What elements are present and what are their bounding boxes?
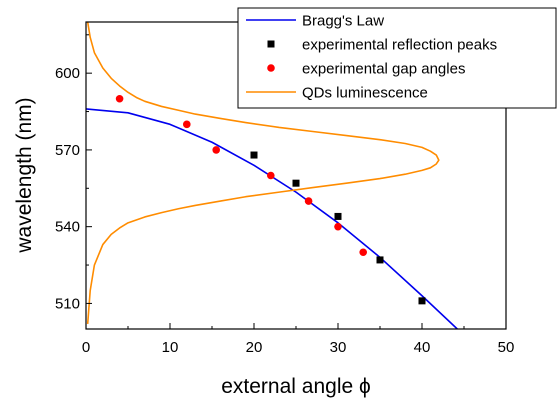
point-gap-angle	[183, 120, 191, 129]
point-gap-angle	[267, 171, 275, 180]
series-line-0	[86, 108, 458, 329]
axes-layer: 0 10 20 30 40 50 510 540 570 600	[55, 34, 515, 356]
point-gap-angle	[359, 248, 368, 257]
point-reflection-peak	[418, 297, 426, 305]
legend-label: experimental reflection peaks	[302, 37, 497, 54]
legend: Bragg's Law experimental reflection peaks…	[237, 7, 557, 109]
point-reflection-peak	[334, 212, 342, 220]
y-tick-label: 570	[55, 142, 80, 159]
point-reflection-peak	[376, 256, 384, 264]
point-gap-angle	[304, 197, 313, 205]
point-reflection-peak	[292, 179, 300, 187]
x-tick-label: 10	[162, 339, 179, 356]
x-tick-label: 40	[414, 339, 431, 356]
x-tick-label: 20	[246, 339, 263, 356]
legend-circle-swatch	[267, 64, 275, 72]
point-gap-angle	[212, 146, 220, 154]
point-gap-angle	[334, 222, 342, 231]
legend-label: experimental gap angles	[302, 61, 465, 78]
legend-square-swatch	[267, 40, 275, 48]
x-tick-label: 0	[82, 339, 90, 356]
series-line-3	[86, 22, 440, 324]
y-tick-label: 540	[55, 219, 80, 236]
point-reflection-peak	[250, 151, 258, 159]
point-gap-angle	[115, 94, 124, 103]
plot-content	[86, 22, 458, 329]
x-axis-title: external angle ϕ	[221, 375, 371, 398]
x-tick-label: 30	[330, 339, 347, 356]
legend-label: Bragg's Law	[302, 13, 384, 30]
x-tick-label: 50	[498, 339, 515, 356]
legend-label: QDs luminescence	[302, 85, 428, 102]
y-tick-label: 510	[55, 295, 80, 312]
y-axis-title: wavelength (nm)	[13, 97, 36, 253]
y-tick-label: 600	[55, 65, 80, 82]
